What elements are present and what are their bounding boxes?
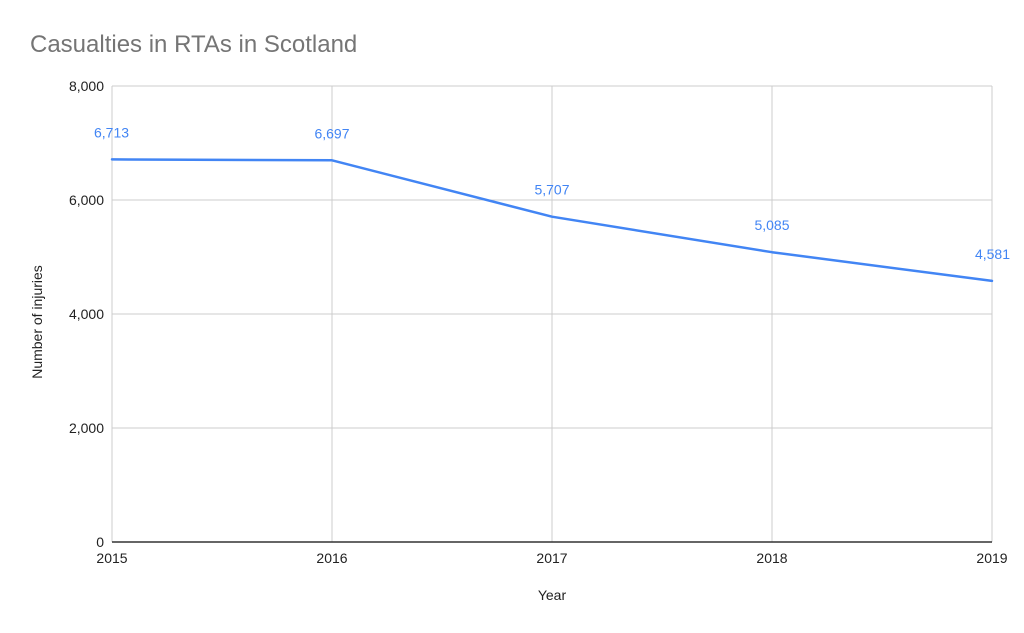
data-point — [551, 215, 554, 218]
series-line — [110, 158, 994, 283]
y-tick-label: 6,000 — [69, 192, 104, 208]
x-tick-label: 2018 — [756, 550, 787, 566]
y-tick-label: 2,000 — [69, 420, 104, 436]
data-label: 5,707 — [534, 182, 569, 198]
data-point — [991, 279, 994, 282]
x-tick-label: 2019 — [976, 550, 1007, 566]
data-labels: 6,713 6,697 5,707 5,085 4,581 — [94, 124, 1010, 262]
data-point — [331, 159, 334, 162]
data-label: 6,697 — [314, 125, 349, 141]
y-tick-label: 4,000 — [69, 306, 104, 322]
x-tick-label: 2015 — [96, 550, 127, 566]
y-axis-title: Number of injuries — [29, 265, 45, 379]
x-axis-title: Year — [538, 587, 567, 603]
y-tick-label: 0 — [96, 534, 104, 550]
data-label: 4,581 — [975, 246, 1010, 262]
x-axis-ticks: 2015 2016 2017 2018 2019 — [96, 550, 1007, 566]
data-label: 6,713 — [94, 124, 129, 140]
y-tick-label: 8,000 — [69, 78, 104, 94]
x-tick-label: 2017 — [536, 550, 567, 566]
gridlines — [111, 85, 993, 543]
data-label: 5,085 — [754, 217, 789, 233]
series-layer — [110, 158, 994, 283]
chart-title: Casualties in RTAs in Scotland — [30, 31, 357, 58]
x-tick-label: 2016 — [316, 550, 347, 566]
y-axis-ticks: 0 2,000 4,000 6,000 8,000 — [69, 78, 104, 550]
data-point — [111, 158, 114, 161]
data-point — [771, 251, 774, 254]
